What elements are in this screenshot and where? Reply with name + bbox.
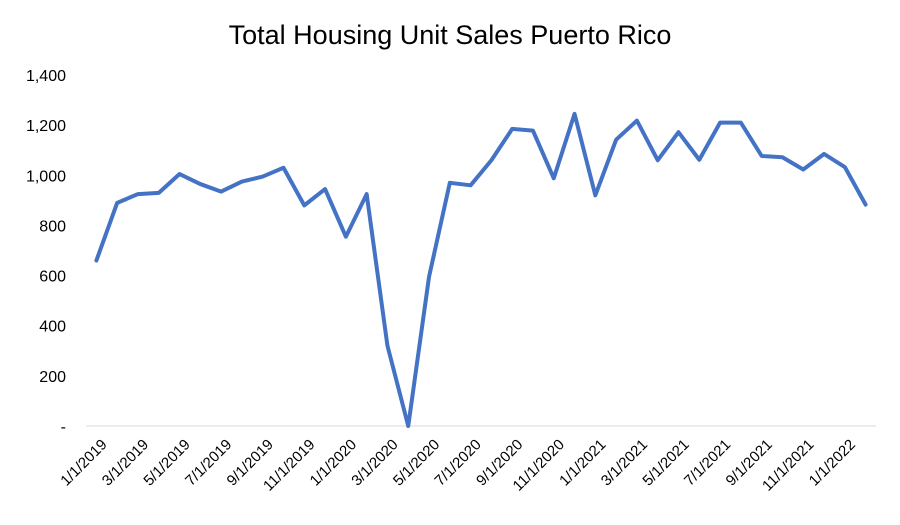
y-tick-label: 1,000	[26, 168, 66, 185]
data-point	[677, 130, 680, 134]
y-tick-label: 200	[39, 369, 66, 386]
data-point	[822, 152, 826, 156]
data-point	[760, 154, 764, 158]
data-point	[573, 112, 577, 116]
data-point	[614, 138, 618, 142]
data-point	[739, 121, 743, 125]
data-points	[94, 112, 868, 428]
data-point	[469, 183, 473, 187]
data-point	[656, 158, 660, 162]
data-point	[157, 191, 161, 195]
data-point	[261, 175, 265, 179]
x-axis-ticks: 1/1/20193/1/20195/1/20197/1/20199/1/2019…	[57, 436, 859, 494]
y-tick-label: 600	[39, 269, 66, 286]
data-point	[282, 166, 285, 170]
y-tick-label: 400	[39, 319, 66, 336]
y-tick-label: 1,400	[26, 68, 66, 85]
data-point	[510, 127, 514, 131]
data-point	[635, 119, 639, 123]
data-point	[697, 158, 701, 162]
data-point	[115, 201, 119, 205]
data-point	[801, 168, 805, 172]
x-tick-label: 1/1/2022	[806, 436, 859, 489]
y-tick-label: 800	[39, 218, 66, 235]
data-point	[198, 182, 202, 186]
data-point	[593, 193, 597, 197]
chart-title: Total Housing Unit Sales Puerto Rico	[229, 20, 672, 50]
data-point	[489, 158, 493, 162]
data-point	[302, 203, 306, 207]
data-point	[843, 165, 847, 169]
data-point	[718, 121, 722, 125]
y-axis-ticks: - 200 400 600 800 1,000 1,200 1,400	[26, 68, 66, 436]
data-point	[136, 192, 140, 196]
data-point	[864, 203, 868, 207]
series-line	[94, 111, 868, 428]
data-point	[780, 155, 784, 159]
data-point	[240, 180, 244, 184]
data-point	[427, 275, 431, 279]
data-point	[323, 187, 327, 191]
data-point	[344, 235, 348, 239]
y-tick-label: 1,200	[26, 118, 66, 135]
data-point	[94, 259, 98, 263]
data-point	[385, 344, 389, 348]
data-point	[178, 172, 182, 176]
y-tick-label: -	[61, 419, 66, 436]
data-point	[406, 424, 410, 428]
data-point	[219, 190, 223, 194]
data-point	[552, 176, 556, 180]
data-point	[365, 192, 369, 196]
data-point	[531, 129, 535, 133]
data-point	[448, 181, 452, 185]
